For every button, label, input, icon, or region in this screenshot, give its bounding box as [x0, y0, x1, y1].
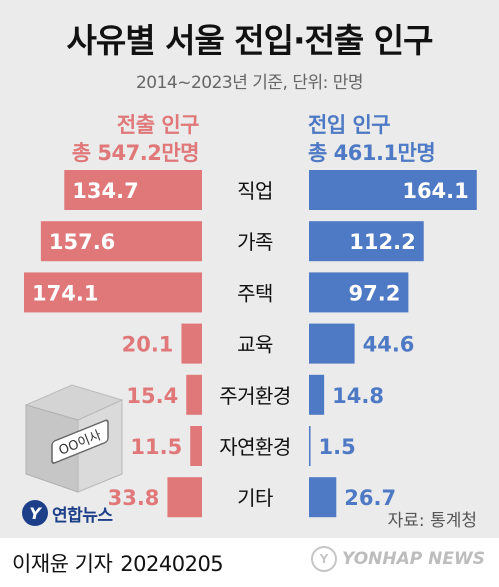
category-label-3: 교육 — [237, 333, 273, 357]
reporter-name: 이재윤 기자 — [12, 552, 113, 576]
bar-outflow-6 — [167, 477, 202, 518]
value-label-inflow-0: 164.1 — [402, 179, 468, 203]
inflow-total: 총 461.1만명 — [308, 141, 436, 165]
butterfly-bar-chart: OO이사 직업 134.7 164.1 가족 157.6 112.2 주택 174.1 97.2… — [24, 170, 477, 518]
page-title: 사유별 서울 전입·전출 인구 — [66, 21, 434, 60]
bar-inflow-2 — [309, 272, 409, 313]
category-label-2: 주택 — [237, 281, 273, 305]
bar-inflow-4 — [309, 374, 325, 415]
value-label-inflow-2: 97.2 — [349, 281, 401, 305]
category-label-1: 가족 — [237, 230, 273, 254]
bar-outflow-2 — [24, 272, 202, 313]
bar-inflow-0 — [309, 170, 477, 210]
value-label-outflow-4: 15.4 — [126, 384, 178, 408]
bar-inflow-3 — [309, 323, 355, 364]
category-label-5: 자연환경 — [219, 435, 291, 459]
bar-outflow-5 — [190, 426, 202, 466]
value-label-inflow-4: 14.8 — [332, 384, 384, 408]
footer: 이재윤 기자 20240205 Y YONHAP NEWS — [0, 538, 499, 587]
value-label-inflow-5: 1.5 — [319, 435, 356, 459]
yonhap-logo: Y 연합뉴스 — [22, 500, 113, 526]
value-label-outflow-3: 20.1 — [122, 333, 174, 357]
bar-outflow-3 — [181, 323, 202, 364]
value-label-inflow-6: 26.7 — [344, 486, 396, 510]
value-label-outflow-6: 33.8 — [108, 486, 160, 510]
value-label-outflow-0: 134.7 — [72, 179, 138, 203]
bar-inflow-6 — [309, 477, 337, 518]
yonhap-logo-icon: Y — [22, 500, 48, 526]
byline: 이재윤 기자 20240205 — [12, 548, 224, 578]
value-label-inflow-1: 112.2 — [349, 230, 415, 254]
box-front — [77, 399, 123, 493]
bar-outflow-4 — [186, 374, 202, 415]
category-label-0: 직업 — [237, 179, 273, 203]
moving-box-illustration: OO이사 — [24, 384, 124, 493]
outflow-header: 전출 인구 총 547.2만명 — [71, 111, 200, 167]
inflow-header: 전입 인구 총 461.1만명 — [308, 111, 436, 167]
bar-inflow-5 — [309, 426, 311, 466]
category-label-6: 기타 — [237, 486, 273, 510]
value-label-outflow-2: 174.1 — [32, 281, 98, 305]
bar-outflow-1 — [40, 221, 202, 262]
watermark-icon: Y — [311, 546, 338, 572]
outflow-total: 총 547.2만명 — [71, 141, 200, 165]
publish-date: 20240205 — [120, 552, 224, 576]
inflow-label: 전입 인구 — [308, 113, 391, 137]
watermark: Y YONHAP NEWS — [311, 546, 485, 572]
watermark-text: YONHAP NEWS — [342, 549, 485, 569]
category-label-4: 주거환경 — [219, 384, 291, 408]
value-label-outflow-1: 157.6 — [49, 230, 115, 254]
outflow-label: 전출 인구 — [116, 113, 200, 137]
value-label-inflow-3: 44.6 — [363, 333, 415, 357]
source-note: 자료: 통계청 — [387, 511, 477, 531]
bar-inflow-1 — [309, 221, 424, 262]
subtitle: 2014~2023년 기준, 단위: 만명 — [135, 73, 364, 93]
logo-text: 연합뉴스 — [52, 505, 113, 526]
bar-outflow-0 — [64, 170, 202, 210]
box-label-tag — [51, 419, 109, 464]
infographic: 사유별 서울 전입·전출 인구 2014~2023년 기준, 단위: 만명 전출… — [0, 0, 499, 538]
value-label-outflow-5: 11.5 — [130, 435, 182, 459]
